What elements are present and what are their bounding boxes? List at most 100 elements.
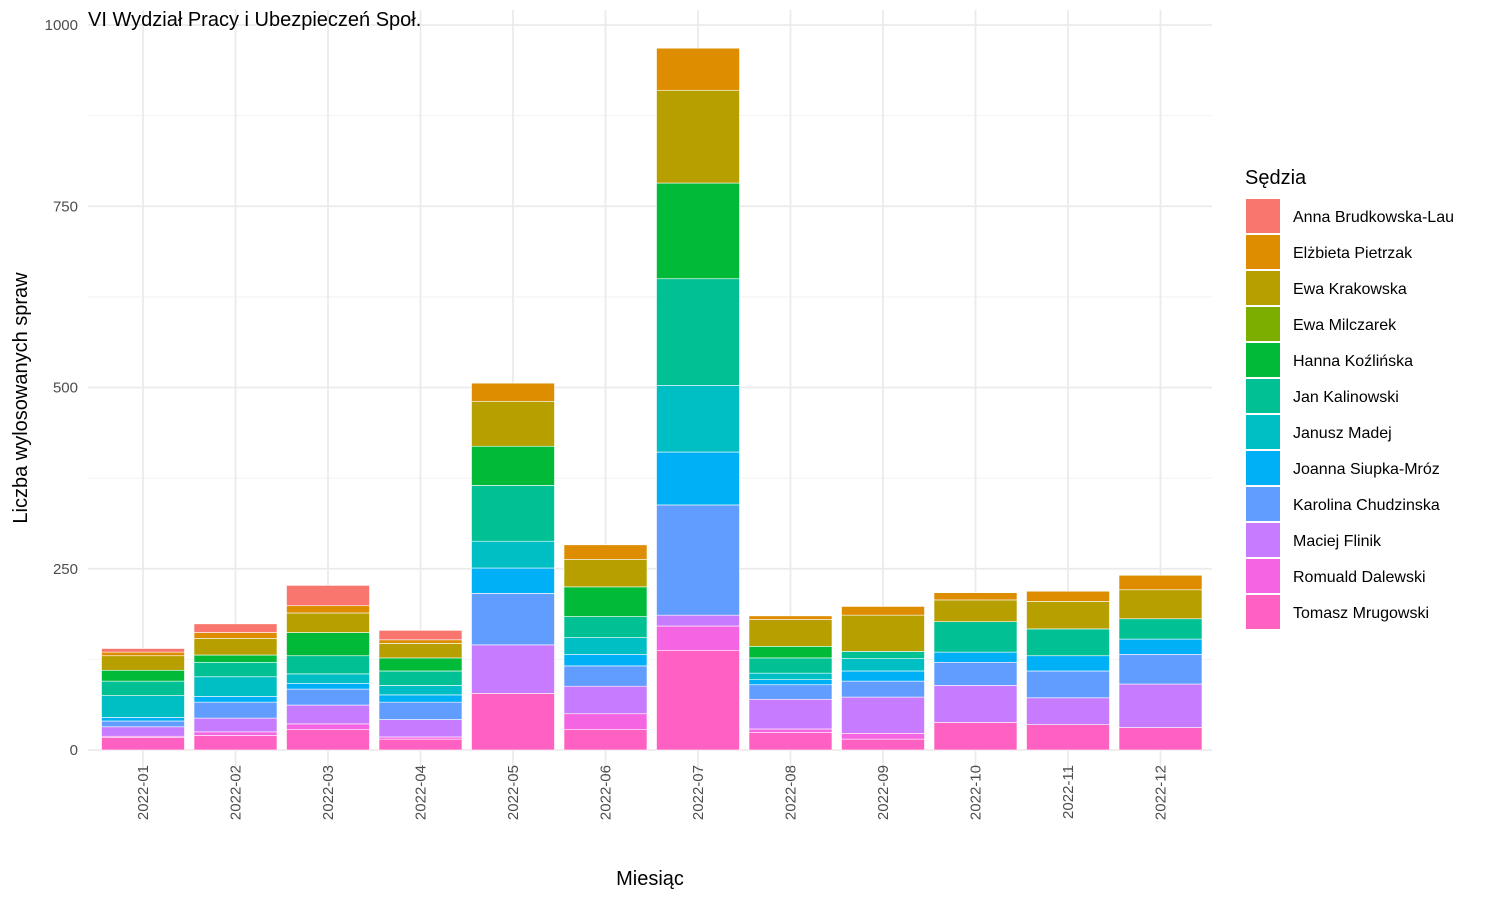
bar-segment <box>748 646 833 659</box>
bar-segment <box>748 679 833 686</box>
bar-segment <box>841 614 925 652</box>
bar-segment <box>193 701 278 719</box>
bar-segment <box>841 606 925 616</box>
bar-segment <box>101 726 185 737</box>
bar-segment <box>101 655 185 671</box>
legend-swatch <box>1246 559 1280 593</box>
x-tick-label: 2022-07 <box>690 765 707 820</box>
bar-segment <box>841 696 925 734</box>
chart-title: VI Wydział Pracy i Ubezpieczeń Społ. <box>88 9 421 31</box>
bar-segment <box>1026 601 1110 630</box>
bar-segment <box>933 661 1018 686</box>
bar-segment <box>933 599 1018 622</box>
bar-segment <box>1026 655 1110 672</box>
bar-segment <box>748 684 833 700</box>
bar-segment <box>1118 653 1203 685</box>
bar-segment <box>563 616 648 638</box>
bar-segment <box>101 680 185 696</box>
x-axis-title: Miesiąc <box>616 868 684 890</box>
bar-segment <box>656 385 740 453</box>
bars-layer <box>101 47 1203 751</box>
bar-segment <box>841 733 925 740</box>
bar-segment <box>286 723 370 731</box>
bar-segment <box>933 722 1018 751</box>
y-tick-label: 250 <box>53 561 78 578</box>
y-axis-tick-labels: 0 250 500 750 1000 <box>45 17 78 759</box>
bar-segment <box>101 651 185 657</box>
bar-segment <box>193 696 278 703</box>
bar-segment <box>656 47 740 91</box>
bar-segment <box>101 648 185 653</box>
bar-segment <box>193 735 278 751</box>
bar-segment <box>378 738 463 751</box>
bar-segment <box>1118 727 1203 751</box>
bar-segment <box>286 612 370 633</box>
x-tick-label: 2022-10 <box>968 765 985 820</box>
x-tick-label: 2022-06 <box>598 765 615 820</box>
legend-label: Jan Kalinowski <box>1293 389 1399 406</box>
legend-label: Janusz Madej <box>1293 425 1392 442</box>
bar-segment <box>101 737 185 751</box>
bar-segment <box>286 632 370 657</box>
x-tick-label: 2022-04 <box>413 765 430 820</box>
bar-segment <box>286 729 370 751</box>
legend-swatch <box>1246 199 1280 233</box>
bar-segment <box>193 731 278 736</box>
x-tick-label: 2022-08 <box>783 765 800 820</box>
bar-segment <box>101 717 185 722</box>
x-tick-label: 2022-03 <box>320 765 337 820</box>
bar-segment <box>1118 618 1203 640</box>
bar-segment <box>378 736 463 740</box>
legend-swatch <box>1246 415 1280 449</box>
bar-segment <box>563 559 648 588</box>
bar-segment <box>101 669 185 682</box>
bar-segment <box>1118 638 1203 655</box>
y-tick-label: 0 <box>70 742 78 759</box>
bar-segment <box>286 688 370 706</box>
legend-swatch <box>1246 271 1280 305</box>
bar-segment <box>286 682 370 690</box>
bar-segment <box>471 445 555 486</box>
bar-segment <box>193 623 278 633</box>
legend-swatch <box>1246 235 1280 269</box>
bar-segment <box>563 653 648 667</box>
legend-label: Ewa Milczarek <box>1293 317 1397 334</box>
bar-segment <box>841 680 925 698</box>
bar-segment <box>471 567 555 594</box>
bar-segment <box>378 643 463 659</box>
bar-segment <box>286 655 370 675</box>
x-tick-label: 2022-09 <box>875 765 892 820</box>
bar-segment <box>841 670 925 682</box>
legend-swatch <box>1246 523 1280 557</box>
bar-segment <box>1026 628 1110 657</box>
bar-segment <box>748 672 833 680</box>
bar-segment <box>471 540 555 569</box>
bar-segment <box>1026 670 1110 699</box>
bar-segment <box>656 89 740 184</box>
bar-segment <box>656 614 740 627</box>
legend-swatch <box>1246 487 1280 521</box>
legend-label: Tomasz Mrugowski <box>1293 605 1429 622</box>
bar-segment <box>378 630 463 641</box>
bar-segment <box>471 485 555 542</box>
bar-segment <box>563 685 648 715</box>
bar-segment <box>1026 697 1110 725</box>
bar-segment <box>193 676 278 697</box>
bar-segment <box>656 451 740 506</box>
bar-segment <box>1026 590 1110 602</box>
bar-segment <box>193 654 278 663</box>
x-tick-label: 2022-02 <box>228 765 245 820</box>
bar-segment <box>286 673 370 684</box>
bar-segment <box>378 694 463 703</box>
bar-segment <box>1118 589 1203 620</box>
bar-segment <box>378 701 463 720</box>
x-tick-label: 2022-11 <box>1060 765 1077 819</box>
bar-segment <box>656 625 740 651</box>
bar-segment <box>933 592 1018 601</box>
y-axis-title: Liczba wylosowanych spraw <box>10 272 32 524</box>
bar-segment <box>193 661 278 678</box>
x-axis-tick-labels: 2022-01 2022-02 2022-03 2022-04 2022-05 2022-… <box>135 765 1170 820</box>
legend: Sędzia Anna Brudkowska-Lau Elżbieta Pietr… <box>1245 167 1454 629</box>
bar-segment <box>471 693 555 751</box>
bar-segment <box>378 719 463 738</box>
